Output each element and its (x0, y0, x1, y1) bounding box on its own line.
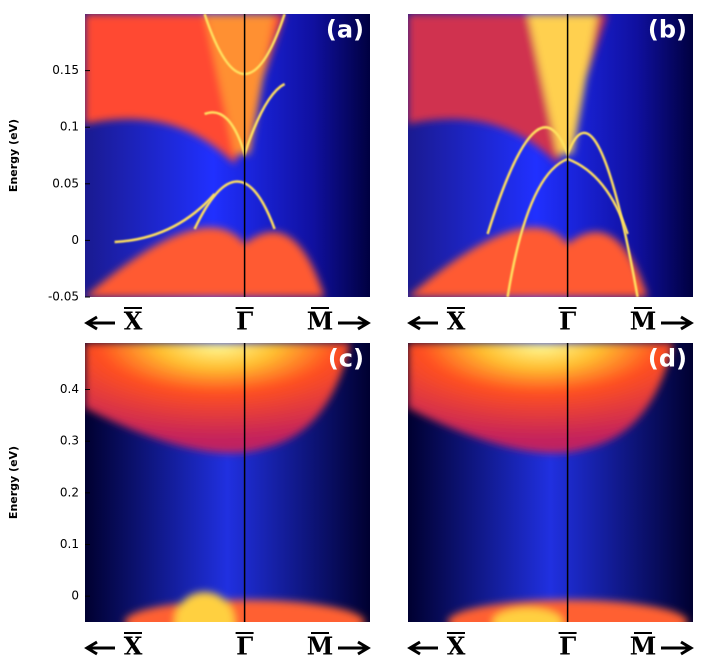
lower-peak (174, 592, 235, 622)
lower-peak (492, 608, 563, 622)
arrow-left (84, 640, 115, 656)
density (408, 14, 648, 297)
y-tick-label: 0.1 (60, 120, 79, 134)
center-density (204, 14, 275, 154)
x-tick-label: Γ (236, 632, 253, 661)
panel (85, 14, 370, 297)
x-tick-label: X (447, 632, 466, 661)
arrow-left (84, 315, 115, 331)
y-tick-label: 0.2 (60, 485, 79, 499)
x-tick-label: Γ (236, 307, 253, 336)
upper-density (85, 343, 350, 453)
panel-label: (d) (648, 345, 687, 373)
y-axis-label: Energy (eV) (7, 119, 20, 192)
panel-label: (c) (328, 345, 364, 373)
center-density (527, 14, 598, 154)
x-tick-label: Γ (559, 307, 576, 336)
lower-density (85, 227, 325, 297)
y-tick-label: 0.4 (60, 382, 79, 396)
y-axis-label: Energy (eV) (7, 446, 20, 519)
panel (408, 343, 693, 622)
y-tick-label: 0 (71, 233, 79, 247)
band (193, 180, 276, 230)
y-tick-label: 0.1 (60, 537, 79, 551)
panel (85, 343, 370, 622)
arrow-left (407, 315, 438, 331)
arrow-right (338, 640, 371, 656)
x-tick-label: X (447, 307, 466, 336)
arrow-left (407, 640, 438, 656)
band (114, 193, 216, 244)
arrow-right (338, 315, 371, 331)
panel (408, 14, 693, 297)
density (85, 14, 325, 297)
upper-density (408, 343, 673, 453)
lower-density (408, 227, 648, 297)
x-tick-label: X (124, 632, 143, 661)
x-tick-label: X (124, 307, 143, 336)
y-tick-label: 0.3 (60, 434, 79, 448)
y-tick-label: 0.05 (52, 176, 79, 190)
panel-label: (b) (648, 16, 687, 44)
y-tick-label: 0.15 (52, 63, 79, 77)
arrow-right (661, 315, 694, 331)
y-tick-label: -0.05 (48, 290, 79, 304)
x-tick-label: M (307, 307, 334, 336)
arrow-right (661, 640, 694, 656)
x-tick-label: M (307, 632, 334, 661)
x-tick-label: M (630, 307, 657, 336)
x-tick-label: M (630, 632, 657, 661)
panel-label: (a) (326, 16, 364, 44)
x-tick-label: Γ (559, 632, 576, 661)
y-tick-label: 0 (71, 589, 79, 603)
